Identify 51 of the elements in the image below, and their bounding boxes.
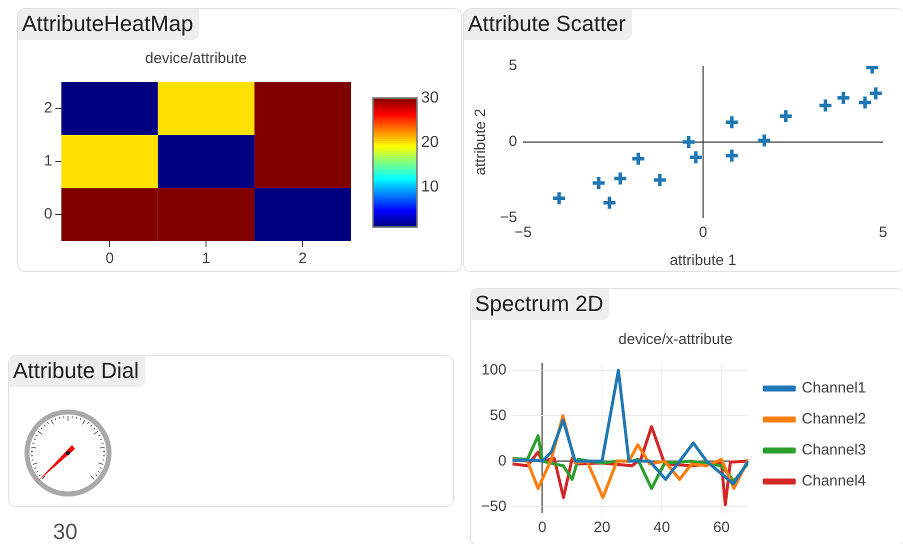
point (590, 175, 606, 191)
y-tick-label: 0 (508, 133, 518, 150)
point (818, 98, 834, 114)
x-tick-label: 5 (878, 224, 888, 242)
point (756, 132, 772, 148)
point (857, 94, 873, 110)
point (652, 172, 668, 188)
point (630, 150, 646, 166)
text: Attribute Dial (9, 356, 145, 387)
chart-title: AttributeHeatMap (18, 9, 200, 40)
y-tick-label: 2 (44, 100, 52, 117)
x-tick-label: 2 (298, 250, 307, 268)
point (836, 90, 852, 106)
y-tick-label: 50 (490, 406, 506, 424)
x-tick-label: 60 (713, 519, 730, 536)
x-tick-label: 0 (698, 224, 708, 242)
y-tick-label: 0 (498, 452, 506, 470)
point (778, 108, 794, 124)
y-tick-label: 100 (481, 361, 506, 378)
chart-subtitle: device/attribute (145, 50, 247, 68)
point (551, 190, 567, 206)
x-tick-label: 0 (105, 250, 114, 268)
y-tick-label: 5 (508, 57, 518, 74)
y-tick-label: −50 (480, 498, 506, 515)
chart-title: Spectrum 2D (471, 289, 610, 320)
point (680, 134, 696, 150)
color-bar-label: 10 (421, 178, 439, 196)
point (724, 114, 740, 130)
color-bar-label: 30 (421, 89, 439, 106)
y-tick-label: −5 (500, 209, 518, 226)
point (688, 149, 704, 165)
point (602, 195, 618, 211)
x-axis-title: attribute 1 (670, 252, 736, 270)
x-tick-label: 0 (538, 519, 546, 536)
legend-label: Channel3 (802, 442, 866, 459)
legend-label: Channel2 (802, 410, 866, 428)
y-axis-title: attribute 2 (472, 108, 490, 176)
chart-subtitle: device/x-attribute (618, 331, 733, 348)
x-tick-label: 40 (653, 519, 670, 536)
legend-label: Channel1 (802, 380, 866, 397)
point (868, 86, 883, 102)
text: 30 (53, 519, 78, 544)
legend-label: Channel4 (802, 472, 866, 490)
point (724, 148, 740, 164)
y-tick-label: 0 (44, 206, 52, 223)
y-tick-label: 1 (44, 152, 52, 170)
chart-title: Attribute Scatter (464, 9, 632, 40)
color-bar-label: 20 (421, 134, 439, 151)
point (612, 170, 628, 186)
x-tick-label: 20 (594, 519, 610, 536)
x-tick-label: 1 (202, 250, 210, 268)
